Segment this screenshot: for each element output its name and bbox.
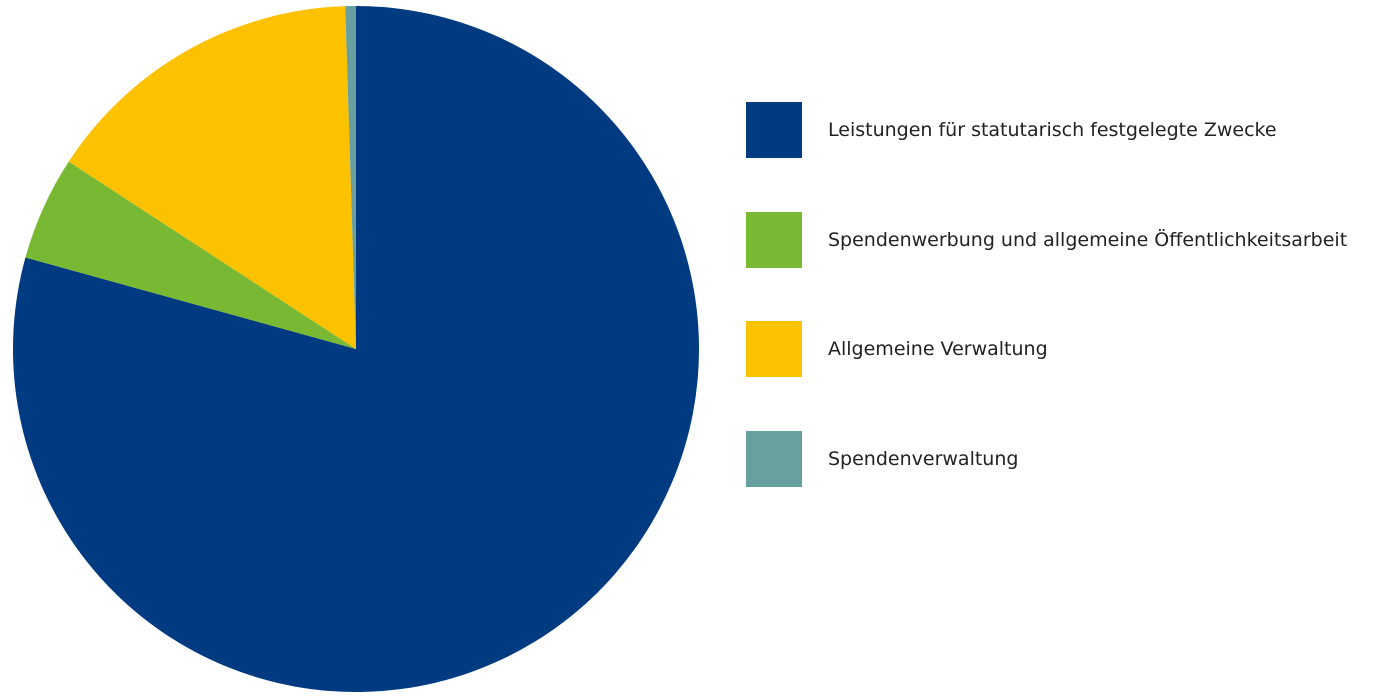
legend-swatch [746, 321, 802, 377]
legend-swatch [746, 102, 802, 158]
legend-item: Leistungen für statutarisch festgelegte … [746, 102, 1347, 158]
pie-chart [12, 6, 700, 692]
legend-label: Spendenwerbung und allgemeine Öffentlich… [828, 228, 1348, 251]
legend-label: Allgemeine Verwaltung [828, 338, 1048, 360]
legend-item: Allgemeine Verwaltung [746, 321, 1347, 377]
pie-slice [345, 6, 356, 349]
legend-label: Leistungen für statutarisch festgelegte … [828, 119, 1277, 141]
legend-swatch [746, 211, 802, 268]
legend-swatch [746, 430, 802, 487]
legend-item: Spendenverwaltung [746, 430, 1347, 487]
legend: Leistungen für statutarisch festgelegte … [746, 102, 1347, 540]
pie-slice [68, 6, 357, 349]
legend-item: Spendenwerbung und allgemeine Öffentlich… [746, 211, 1348, 268]
pie-slice [25, 161, 356, 349]
legend-label: Spendenverwaltung [828, 447, 1019, 470]
